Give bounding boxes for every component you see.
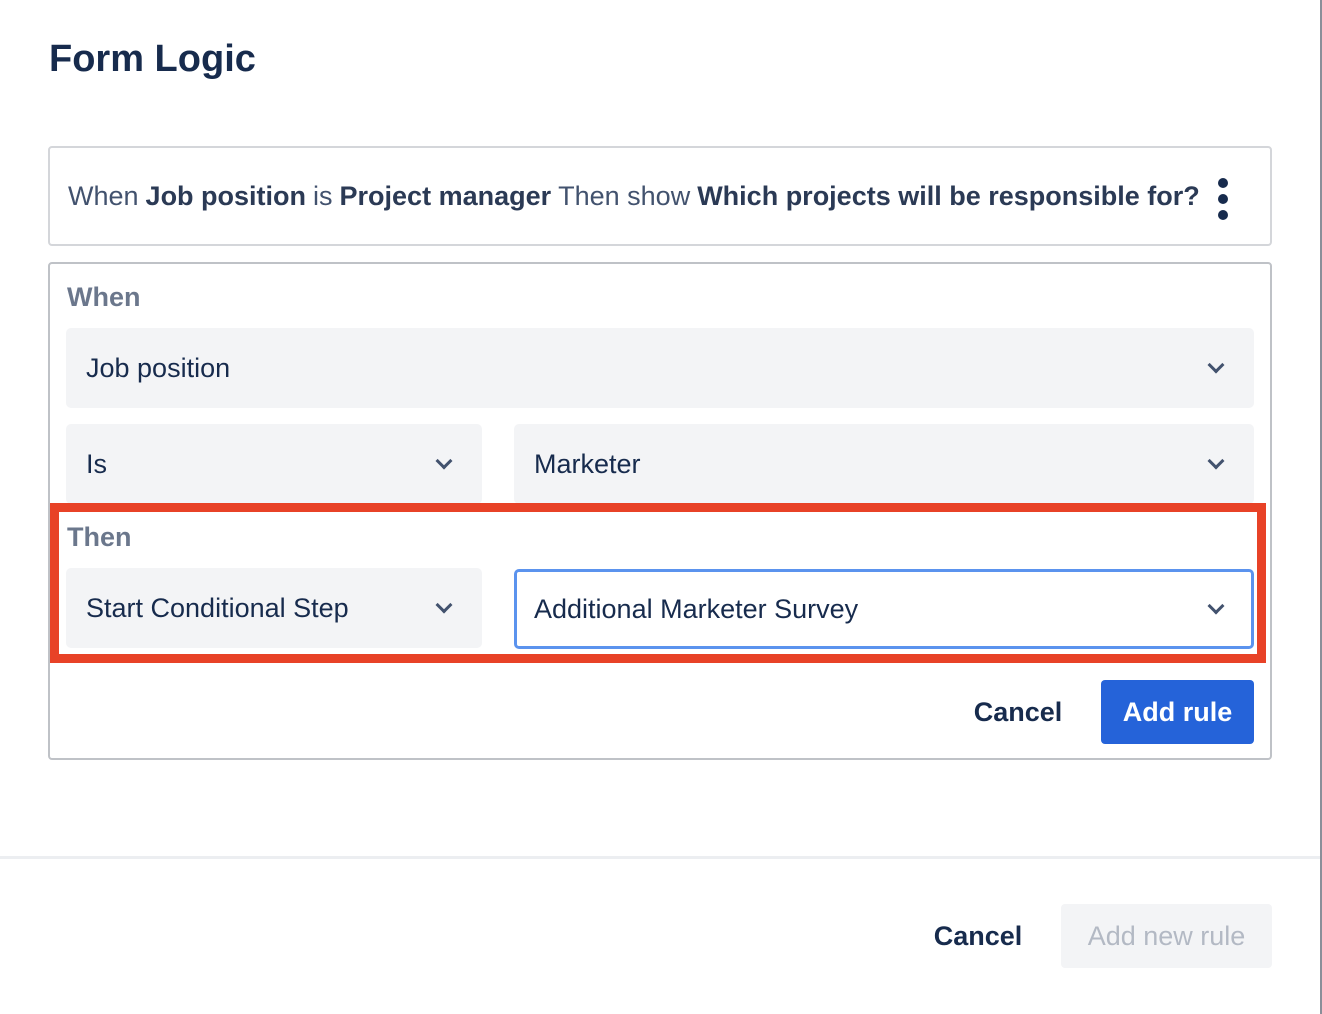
operator-select-value: Is — [86, 448, 108, 479]
value-select[interactable]: Marketer — [514, 424, 1254, 504]
chevron-down-icon — [1207, 452, 1225, 470]
summary-text: is — [313, 180, 333, 211]
more-options-icon[interactable] — [1218, 178, 1230, 220]
action-select-value: Start Conditional Step — [86, 592, 349, 623]
rule-summary[interactable]: When Job position is Project manager The… — [48, 146, 1272, 246]
rule-editor: When Job position Is Marketer Then Start… — [48, 262, 1272, 760]
field-select[interactable]: Job position — [66, 328, 1254, 408]
add-new-rule-button[interactable]: Add new rule — [1061, 904, 1272, 968]
divider — [0, 856, 1320, 859]
summary-target: Which projects will be responsible for? — [697, 180, 1200, 211]
chevron-down-icon — [1207, 356, 1225, 374]
operator-select[interactable]: Is — [66, 424, 482, 504]
chevron-down-icon — [435, 452, 453, 470]
add-rule-button[interactable]: Add rule — [1101, 680, 1254, 744]
summary-value: Project manager — [339, 180, 552, 211]
step-select-value: Additional Marketer Survey — [534, 593, 859, 624]
summary-text: When — [68, 180, 139, 211]
footer-cancel-button[interactable]: Cancel — [933, 920, 1023, 951]
when-label: When — [67, 282, 141, 312]
page-title: Form Logic — [49, 38, 256, 80]
field-select-value: Job position — [86, 352, 231, 383]
value-select-value: Marketer — [534, 448, 641, 479]
cancel-button[interactable]: Cancel — [973, 696, 1063, 727]
step-select[interactable]: Additional Marketer Survey — [514, 569, 1254, 649]
highlight-box — [50, 503, 1266, 663]
summary-field: Job position — [145, 180, 307, 211]
then-label: Then — [67, 522, 132, 552]
window-edge — [1320, 0, 1322, 1014]
action-select[interactable]: Start Conditional Step — [66, 568, 482, 648]
summary-text: Then show — [558, 180, 691, 211]
